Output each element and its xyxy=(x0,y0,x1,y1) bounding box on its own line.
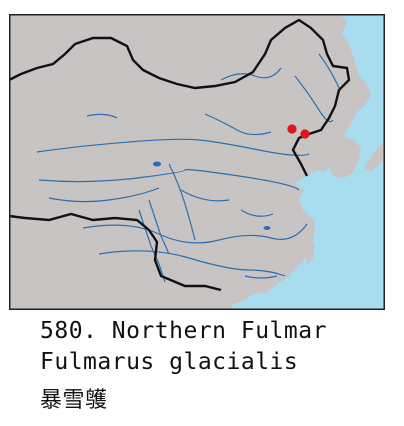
species-number-and-common-name: 580. Northern Fulmar xyxy=(40,318,327,344)
taiwan-island xyxy=(305,238,315,264)
lake-1 xyxy=(153,161,161,167)
chinese-name: 暴雪鹱 xyxy=(40,388,108,413)
mainland-landmass xyxy=(9,14,371,310)
japan-islands xyxy=(364,142,385,172)
record-dot xyxy=(287,124,297,134)
record-dot xyxy=(300,129,310,139)
record-points xyxy=(287,124,310,139)
hainan-island xyxy=(213,292,235,310)
range-map xyxy=(9,14,385,310)
river-network xyxy=(36,53,340,283)
national-border xyxy=(9,18,351,292)
map-frame xyxy=(9,14,385,310)
scientific-name: Fulmarus glacialis xyxy=(40,349,299,375)
korean-peninsula xyxy=(328,136,361,178)
lake-2 xyxy=(263,226,271,230)
